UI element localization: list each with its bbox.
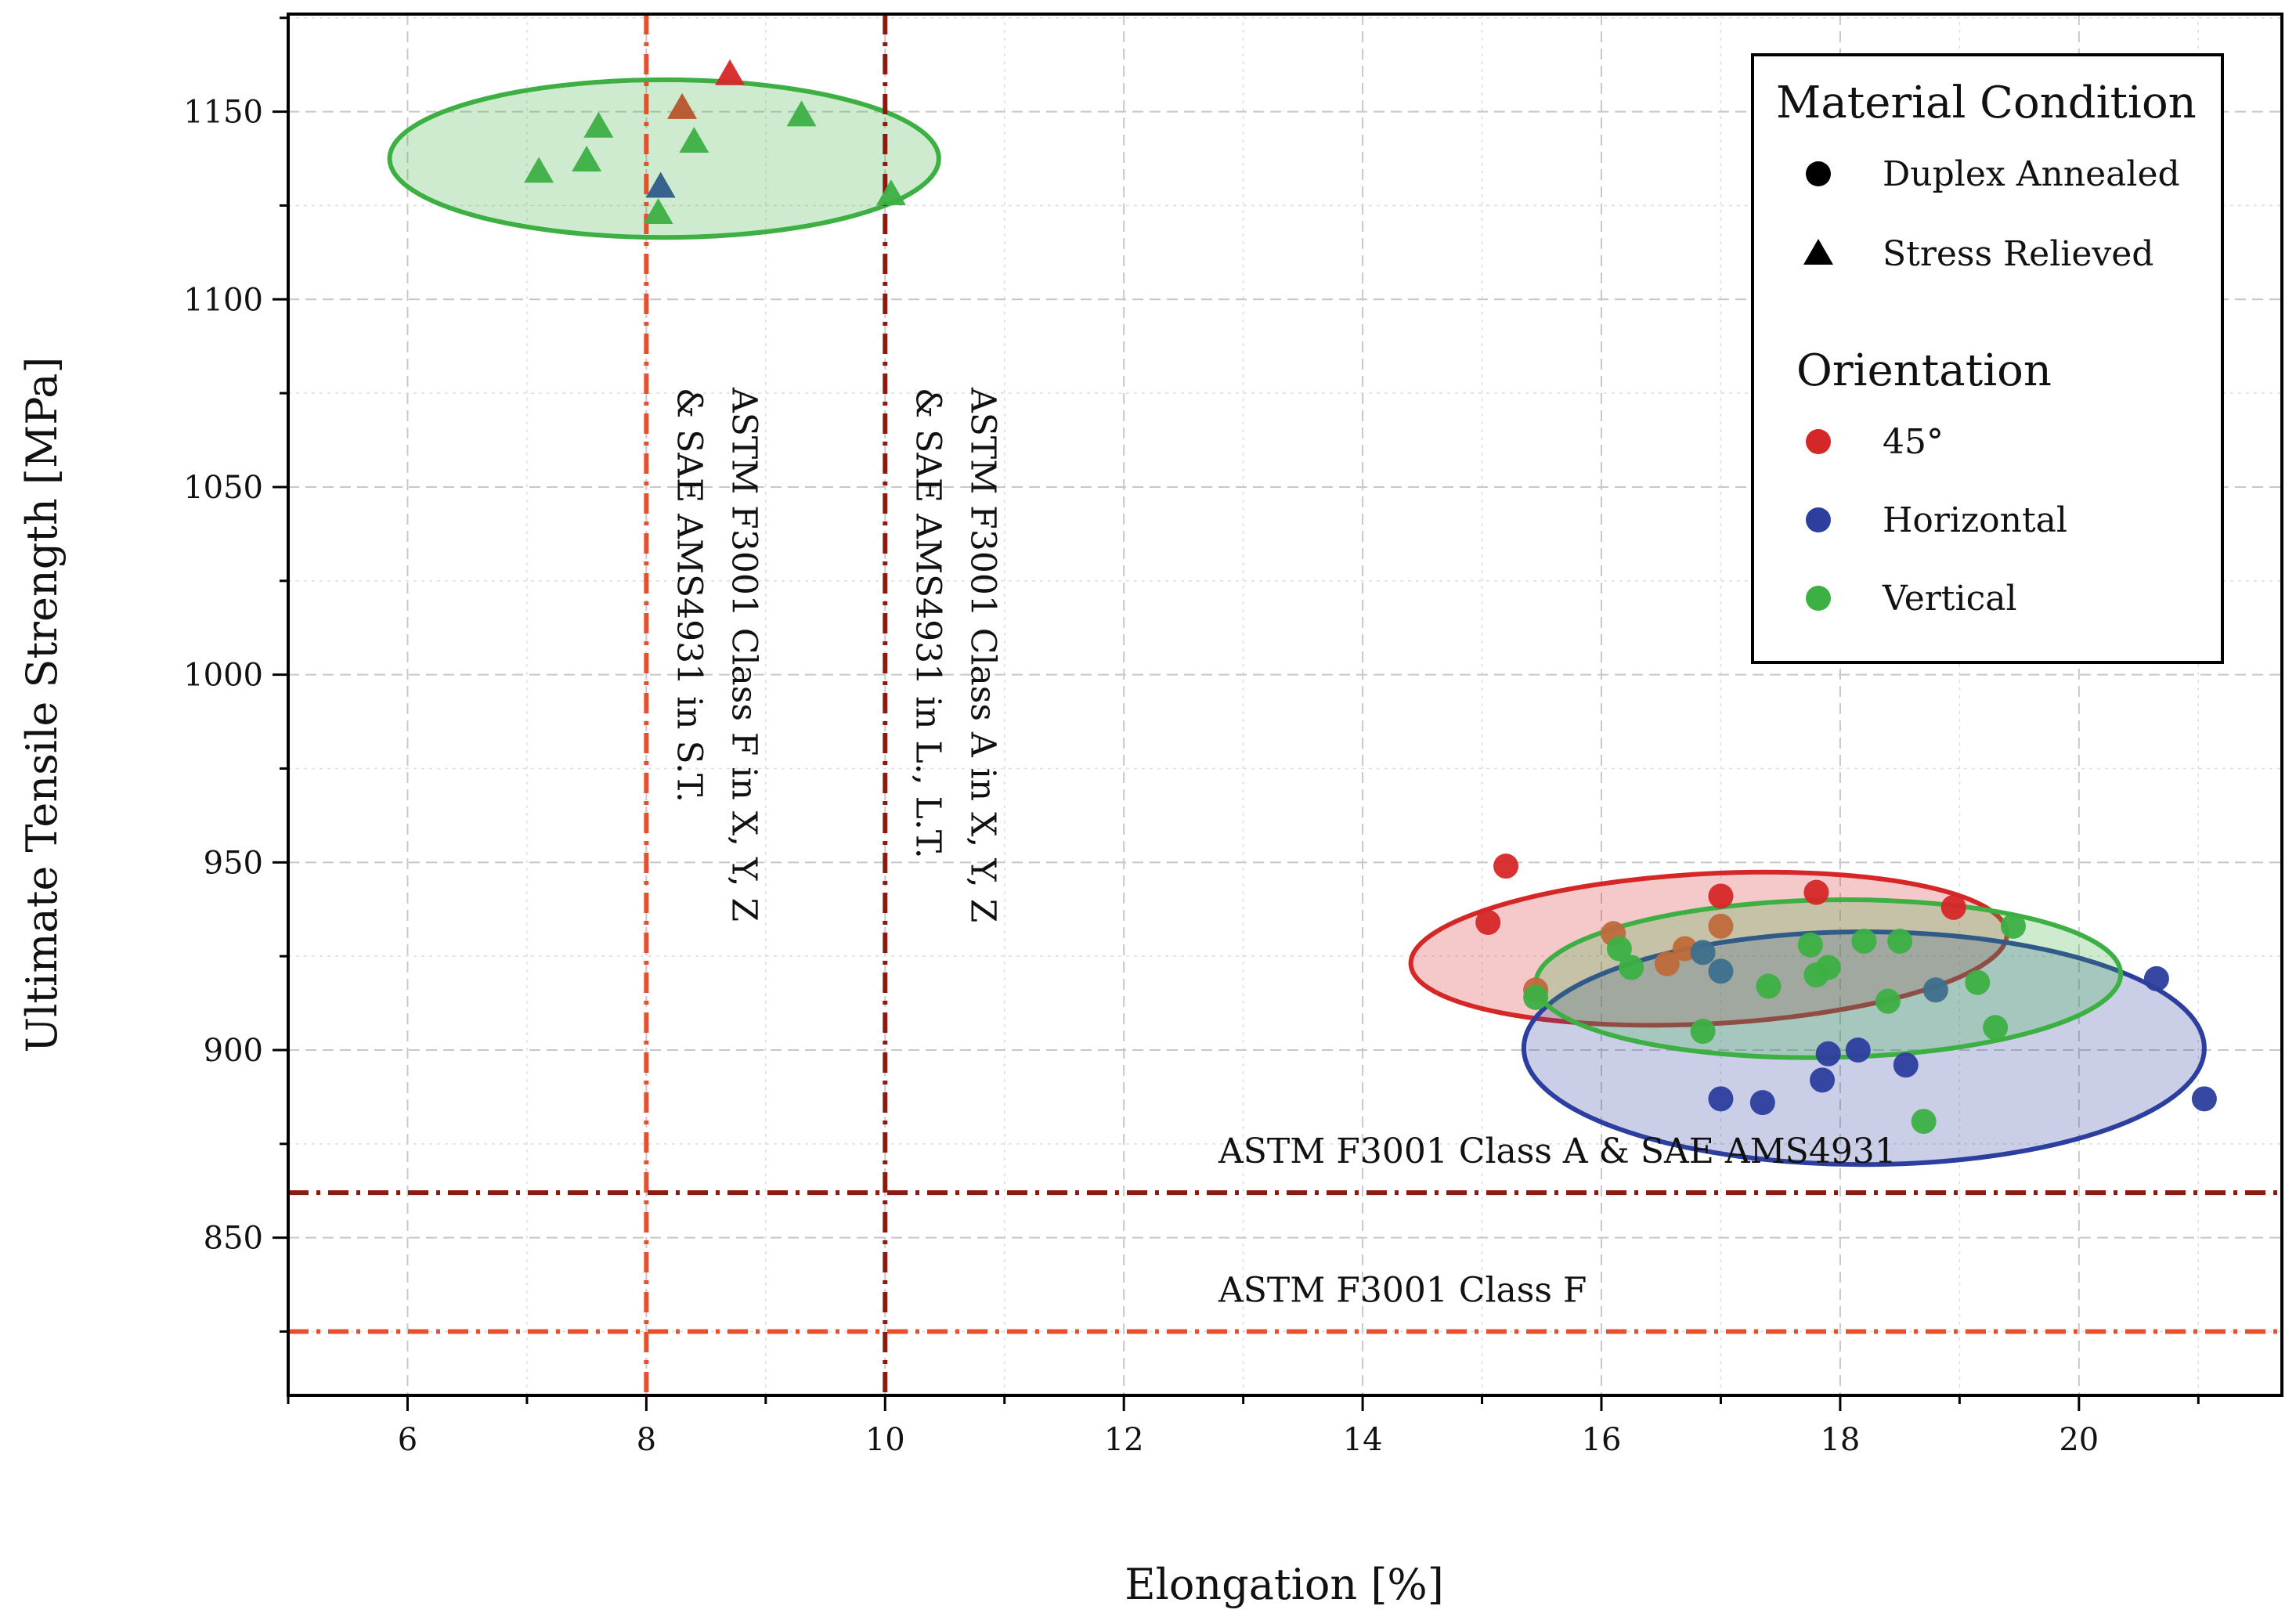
circle-point [1708, 913, 1734, 939]
x-tick-label: 8 [637, 1422, 656, 1458]
legend-title-orientation: Orientation [1796, 345, 2052, 396]
circle-point [1708, 1086, 1734, 1112]
circle-point [1708, 883, 1734, 909]
reference-line-label: ASTM F3001 Class F in X, Y, Z [724, 387, 764, 922]
circle-point [1523, 984, 1549, 1010]
circle-point [1619, 955, 1644, 980]
circle-point [1983, 1015, 2009, 1041]
plot-frame [287, 13, 2283, 1397]
circle-point [1493, 854, 1519, 879]
circle-point [1940, 894, 1966, 920]
y-tick-label: 1050 [183, 470, 263, 506]
triangle-point [679, 126, 709, 153]
triangle-point [715, 59, 745, 85]
y-tick-label: 1100 [183, 282, 263, 318]
circle-point [2143, 965, 2169, 991]
legend-color-marker [1806, 429, 1831, 454]
reference-line-label: & SAE AMS4931 in L., L.T. [908, 388, 948, 859]
circle-point [1756, 973, 1782, 999]
legend-color-marker [1806, 586, 1831, 611]
circle-point [1851, 928, 1877, 954]
y-tick-label: 850 [204, 1221, 263, 1257]
x-tick-label: 10 [865, 1422, 905, 1458]
legend-color-marker [1806, 507, 1831, 532]
reference-line-label: ASTM F3001 Class A in X, Y, Z [962, 387, 1002, 922]
triangle-point [786, 100, 817, 127]
legend-label: Stress Relieved [1883, 234, 2153, 274]
x-axis-title: Elongation [%] [1125, 1560, 1444, 1609]
triangle-point [583, 111, 614, 138]
triangle-point [667, 92, 698, 119]
triangle-point [572, 145, 602, 171]
circle-point [1797, 932, 1823, 958]
legend-triangle-marker [1803, 239, 1833, 265]
circle-point [1922, 977, 1948, 1003]
circle-point [1606, 936, 1632, 962]
reference-lines: ASTM F3001 Class F in X, Y, Z & SAE AMS49… [288, 14, 2282, 1395]
triangle-point [645, 171, 676, 198]
circle-point [1475, 910, 1501, 936]
axis-ticks: 6 8 10 12 14 16 18 20 850 900 950 1000 1050 1100 1150 [183, 16, 2200, 1458]
circle-point [1708, 958, 1734, 984]
circle-point [1815, 955, 1841, 980]
x-tick-label: 14 [1343, 1422, 1383, 1458]
x-tick-label: 16 [1582, 1422, 1622, 1458]
triangle-point [524, 157, 554, 183]
x-tick-label: 6 [398, 1422, 417, 1458]
x-tick-label: 12 [1104, 1422, 1144, 1458]
legend-label: Vertical [1882, 579, 2017, 619]
y-tick-label: 1150 [183, 95, 263, 131]
triangle-point [643, 198, 673, 225]
circle-point [1749, 1090, 1775, 1116]
circle-point [1810, 1067, 1836, 1093]
y-tick-label: 950 [204, 845, 263, 881]
circle-point [2191, 1086, 2217, 1112]
circle-point [1911, 1109, 1937, 1135]
circle-point [1815, 1041, 1841, 1066]
y-axis-title: Ultimate Tensile Strength [MPa] [17, 357, 67, 1053]
circle-point [1965, 969, 1991, 995]
legend-label: Horizontal [1883, 500, 2067, 540]
legend-box [1751, 53, 2224, 664]
y-tick-label: 1000 [183, 658, 263, 694]
reference-line-label: & SAE AMS4931 in S.T. [669, 388, 709, 803]
circle-point [1654, 951, 1680, 976]
legend: Material Condition Duplex Annealed Stress … [1751, 53, 2224, 664]
circle-point [1887, 928, 1913, 954]
circle-point [2000, 913, 2026, 939]
legend-label: 45° [1883, 422, 1944, 462]
circle-point [1690, 940, 1716, 965]
reference-line-label: ASTM F3001 Class A & SAE AMS4931 [1218, 1131, 1897, 1171]
x-tick-label: 20 [2059, 1422, 2099, 1458]
circle-point [1690, 1019, 1716, 1045]
circle-point [1803, 879, 1829, 905]
circle-point [1845, 1038, 1871, 1063]
circle-point [1875, 988, 1901, 1014]
x-tick-label: 18 [1820, 1422, 1860, 1458]
legend-label: Duplex Annealed [1883, 154, 2180, 194]
legend-title-condition: Material Condition [1776, 78, 2197, 128]
legend-circle-marker [1806, 161, 1831, 186]
data-points [524, 59, 2217, 1135]
triangle-point [875, 179, 906, 206]
circle-point [1893, 1052, 1919, 1078]
y-tick-label: 900 [204, 1033, 263, 1069]
reference-line-label: ASTM F3001 Class F [1218, 1271, 1587, 1311]
